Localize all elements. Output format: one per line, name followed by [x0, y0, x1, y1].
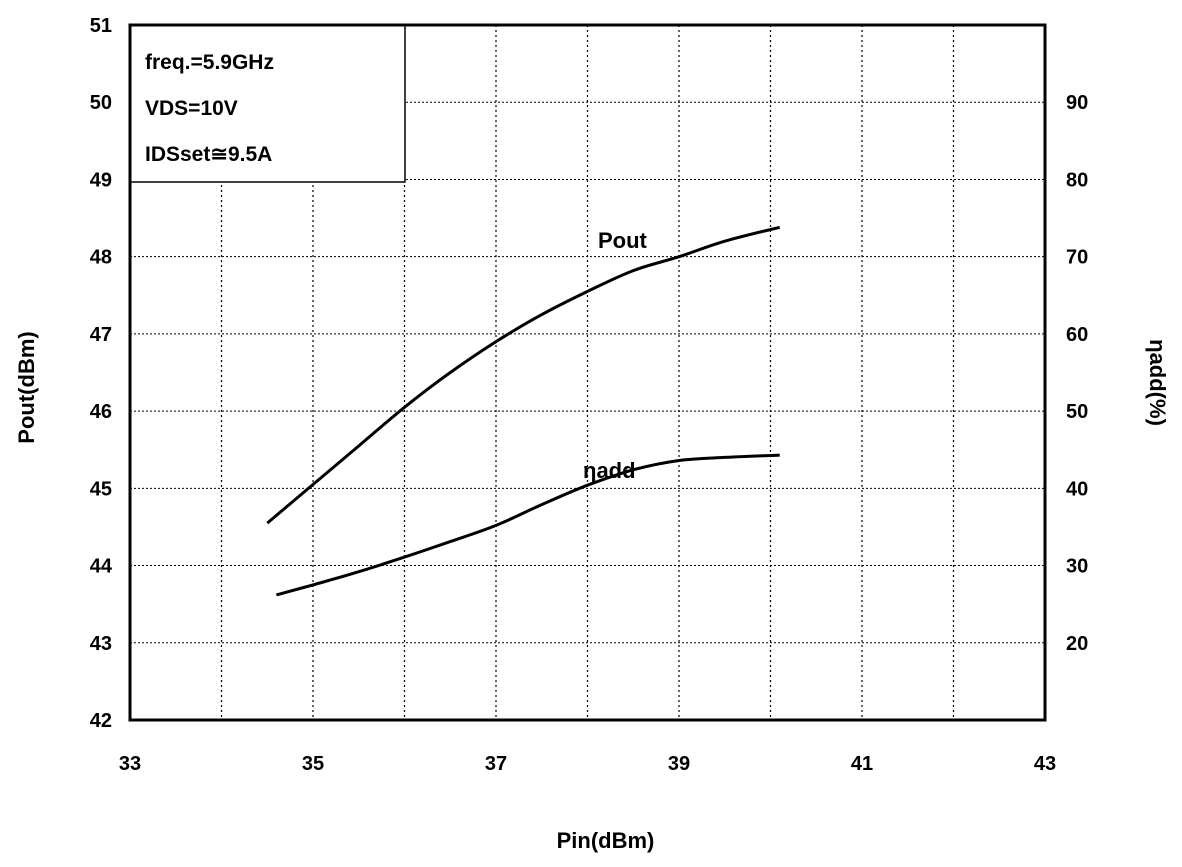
y-right-tick-label: 70	[1066, 247, 1088, 269]
y-left-tick-label: 46	[90, 401, 112, 423]
y-right-tick-label: 60	[1066, 324, 1088, 346]
x-tick-label: 33	[119, 753, 141, 775]
x-tick-labels: 33 35 37 39 41 43	[119, 753, 1056, 775]
x-tick-label: 35	[302, 753, 324, 775]
series-lines	[266, 225, 781, 597]
plot-frame	[128, 23, 1047, 722]
series-label-eta: ηadd	[583, 458, 636, 483]
x-tick-label: 43	[1034, 753, 1056, 775]
series-line-pout	[266, 225, 781, 525]
condition-ids: IDSset≅9.5A	[145, 143, 272, 166]
y-left-tick-label: 50	[90, 92, 112, 114]
y-left-tick-label: 43	[90, 633, 112, 655]
y-right-axis-title: ηadd(%)	[1145, 339, 1170, 426]
y-left-tick-label: 48	[90, 247, 112, 269]
y-left-tick-label: 51	[90, 15, 112, 37]
y-right-tick-label: 50	[1066, 401, 1088, 423]
y-left-tick-label: 44	[90, 556, 113, 578]
y-left-tick-label: 42	[90, 710, 112, 732]
series-line-eta-add	[275, 453, 780, 597]
conditions-box: freq.=5.9GHz VDS=10V IDSset≅9.5A	[129, 24, 406, 183]
y-right-tick-labels: 20 30 40 50 60 70 80 90	[1066, 92, 1088, 655]
x-tick-label: 39	[668, 753, 690, 775]
x-tick-label: 37	[485, 753, 507, 775]
x-axis-title: Pin(dBm)	[557, 828, 655, 853]
y-left-tick-label: 49	[90, 169, 112, 191]
condition-frequency: freq.=5.9GHz	[145, 51, 274, 74]
y-left-axis-title: Pout(dBm)	[14, 331, 39, 443]
y-left-tick-label: 47	[90, 324, 112, 346]
condition-vds: VDS=10V	[145, 97, 238, 120]
x-tick-label: 41	[851, 753, 873, 775]
y-left-tick-labels: 42 43 44 45 46 47 48 49 50 51	[90, 15, 113, 732]
y-right-tick-label: 20	[1066, 633, 1088, 655]
y-right-tick-label: 40	[1066, 478, 1088, 500]
y-right-tick-label: 80	[1066, 169, 1088, 191]
y-right-tick-label: 90	[1066, 92, 1088, 114]
y-right-tick-label: 30	[1066, 556, 1088, 578]
series-label-pout: Pout	[598, 228, 648, 253]
y-left-tick-label: 45	[90, 478, 112, 500]
